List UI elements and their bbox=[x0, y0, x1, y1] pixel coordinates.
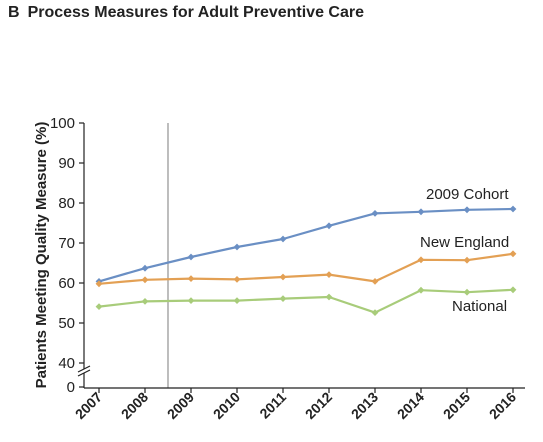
x-tick-label: 2012 bbox=[302, 389, 335, 422]
data-point bbox=[417, 208, 425, 216]
axis-break-mark bbox=[77, 365, 91, 373]
x-tick-label: 2009 bbox=[164, 389, 197, 422]
x-tick-label: 2011 bbox=[256, 389, 289, 422]
y-tick-label: 0 bbox=[67, 379, 75, 396]
series-label: National bbox=[452, 298, 507, 315]
data-point bbox=[371, 309, 379, 316]
data-point bbox=[187, 275, 195, 282]
data-point bbox=[141, 276, 149, 284]
y-tick-label: 50 bbox=[58, 315, 75, 332]
data-point bbox=[371, 278, 379, 285]
data-point bbox=[371, 210, 379, 217]
x-tick-label: 2010 bbox=[210, 389, 243, 422]
data-point bbox=[141, 298, 149, 305]
series-line bbox=[98, 207, 514, 283]
data-point bbox=[233, 297, 241, 304]
data-point bbox=[509, 286, 517, 294]
data-point bbox=[325, 222, 333, 230]
data-point bbox=[141, 264, 149, 272]
y-tick-label: 100 bbox=[50, 115, 75, 132]
data-point bbox=[233, 276, 241, 283]
series-line bbox=[98, 288, 514, 314]
x-tick-label: 2007 bbox=[72, 389, 105, 422]
data-point bbox=[417, 286, 425, 294]
data-point bbox=[279, 273, 287, 281]
data-point bbox=[233, 243, 241, 251]
data-point bbox=[187, 297, 195, 304]
y-tick-label: 80 bbox=[58, 195, 75, 212]
x-tick-label: 2014 bbox=[394, 389, 427, 422]
y-axis-title: Patients Meeting Quality Measure (%) bbox=[33, 122, 50, 389]
x-tick-label: 2008 bbox=[118, 389, 151, 422]
series-label: New England bbox=[420, 234, 509, 251]
data-point bbox=[95, 303, 103, 310]
panel-letter: B bbox=[8, 4, 20, 21]
x-tick-label: 2013 bbox=[348, 389, 381, 422]
y-tick-label: 70 bbox=[58, 235, 75, 252]
chart-title: Process Measures for Adult Preventive Ca… bbox=[27, 4, 364, 21]
x-tick-label: 2015 bbox=[440, 389, 473, 422]
axis-break-mark bbox=[77, 369, 91, 377]
series-label: 2009 Cohort bbox=[426, 186, 509, 203]
data-point bbox=[509, 205, 517, 213]
data-point bbox=[509, 250, 517, 258]
panel-title: B Process Measures for Adult Preventive C… bbox=[8, 4, 364, 22]
data-point bbox=[95, 280, 103, 288]
series-line bbox=[98, 252, 514, 285]
data-point bbox=[417, 256, 425, 264]
x-tick-label: 2016 bbox=[486, 389, 519, 422]
data-point bbox=[325, 271, 333, 278]
data-point bbox=[463, 256, 471, 264]
data-point bbox=[279, 295, 287, 302]
data-point bbox=[187, 253, 195, 261]
data-point bbox=[279, 235, 287, 243]
y-tick-label: 90 bbox=[58, 155, 75, 172]
data-point bbox=[325, 293, 333, 301]
data-point bbox=[463, 288, 471, 296]
y-tick-label: 40 bbox=[58, 355, 75, 372]
data-point bbox=[463, 206, 471, 214]
y-tick-label: 60 bbox=[58, 275, 75, 292]
